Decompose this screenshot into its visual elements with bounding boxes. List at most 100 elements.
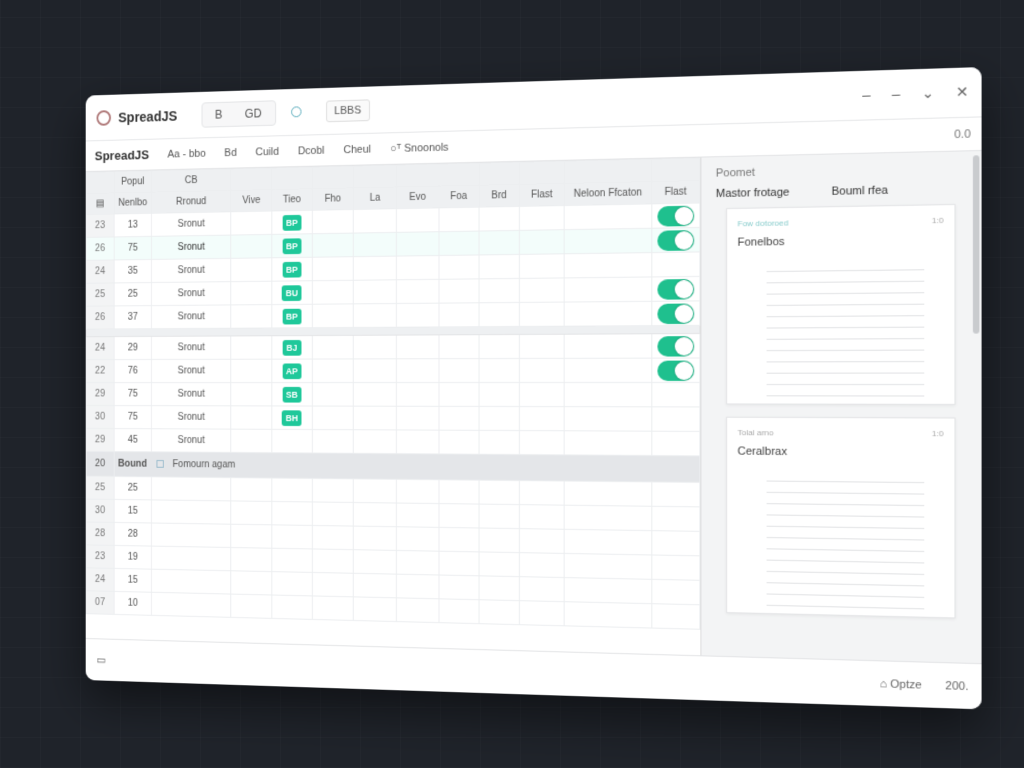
cell[interactable] bbox=[312, 280, 354, 305]
cell[interactable]: BJ bbox=[271, 335, 313, 360]
cell[interactable] bbox=[353, 335, 397, 359]
cell[interactable] bbox=[478, 334, 520, 359]
cell[interactable] bbox=[353, 406, 397, 430]
cell[interactable]: BP bbox=[271, 210, 313, 235]
cell[interactable] bbox=[478, 527, 520, 553]
cell[interactable] bbox=[478, 599, 520, 625]
cell[interactable] bbox=[396, 503, 439, 528]
cell[interactable]: Sronut bbox=[151, 304, 232, 329]
cell[interactable] bbox=[478, 551, 520, 577]
scrollbar[interactable] bbox=[972, 155, 980, 334]
row-number[interactable]: 25 bbox=[86, 282, 115, 307]
cell[interactable] bbox=[564, 505, 652, 531]
toggle-switch[interactable] bbox=[657, 302, 694, 324]
cell[interactable] bbox=[353, 478, 397, 504]
cell[interactable] bbox=[564, 333, 652, 359]
cell[interactable] bbox=[271, 429, 313, 454]
cell[interactable] bbox=[312, 382, 354, 407]
cell[interactable] bbox=[651, 579, 700, 605]
cell[interactable] bbox=[271, 594, 313, 620]
cell[interactable]: Sronut bbox=[151, 211, 232, 237]
menu-item[interactable]: Dcobl bbox=[297, 144, 325, 157]
cell[interactable] bbox=[151, 522, 232, 548]
column-header[interactable]: Flast bbox=[651, 180, 700, 204]
cell[interactable] bbox=[353, 256, 397, 281]
cell[interactable] bbox=[478, 382, 520, 407]
minimize-icon[interactable]: – bbox=[862, 86, 871, 103]
column-header[interactable]: Foa bbox=[438, 185, 479, 208]
cell[interactable] bbox=[231, 257, 272, 282]
row-number[interactable]: 22 bbox=[86, 359, 115, 383]
cell[interactable] bbox=[478, 480, 520, 505]
cell[interactable]: 13 bbox=[114, 213, 152, 237]
cell[interactable] bbox=[519, 302, 565, 327]
cell[interactable] bbox=[478, 430, 520, 455]
cell[interactable] bbox=[564, 577, 652, 604]
cell[interactable] bbox=[438, 574, 479, 600]
cell[interactable] bbox=[519, 480, 565, 506]
cell[interactable] bbox=[651, 227, 700, 253]
cell[interactable] bbox=[651, 276, 700, 302]
cell[interactable] bbox=[396, 303, 439, 328]
cell[interactable] bbox=[353, 549, 397, 575]
table-row[interactable]: 30 75 Sronut BH bbox=[86, 405, 700, 432]
cell[interactable] bbox=[312, 572, 354, 597]
cell[interactable] bbox=[396, 255, 439, 280]
cell[interactable] bbox=[438, 406, 479, 431]
cell[interactable] bbox=[353, 303, 397, 328]
cell[interactable]: SB bbox=[271, 382, 313, 407]
cell[interactable] bbox=[519, 504, 565, 530]
option-button[interactable]: ⌂ Optze bbox=[880, 677, 922, 691]
row-number[interactable]: 24 bbox=[86, 336, 115, 360]
search-icon[interactable] bbox=[290, 106, 302, 118]
cell[interactable] bbox=[271, 571, 313, 596]
cell[interactable] bbox=[353, 208, 397, 234]
cell[interactable] bbox=[396, 231, 439, 257]
row-number[interactable]: 26 bbox=[86, 305, 115, 330]
cell[interactable]: 28 bbox=[114, 522, 152, 547]
cell[interactable] bbox=[396, 574, 439, 599]
row-number[interactable]: 26 bbox=[86, 236, 115, 261]
toolbar-button-gd[interactable]: GD bbox=[244, 106, 262, 121]
cell[interactable] bbox=[564, 406, 652, 432]
cell[interactable] bbox=[519, 253, 565, 279]
cell[interactable] bbox=[312, 525, 354, 550]
cell[interactable] bbox=[231, 211, 272, 236]
cell[interactable] bbox=[478, 302, 520, 327]
cell[interactable]: 10 bbox=[114, 591, 152, 616]
cell[interactable] bbox=[438, 302, 479, 327]
cell[interactable] bbox=[564, 358, 652, 383]
cell[interactable] bbox=[231, 359, 272, 383]
menu-item[interactable]: Aa - bbo bbox=[167, 147, 206, 160]
toolbar-button[interactable]: LBBS bbox=[325, 98, 370, 122]
cell[interactable]: 15 bbox=[114, 568, 152, 593]
row-number[interactable]: 24 bbox=[86, 567, 115, 592]
row-number[interactable]: 20 bbox=[86, 451, 115, 477]
row-number[interactable]: 23 bbox=[86, 213, 115, 238]
cell[interactable] bbox=[312, 209, 354, 234]
row-number[interactable]: 30 bbox=[86, 405, 115, 429]
cell[interactable] bbox=[312, 256, 354, 281]
cell[interactable] bbox=[231, 281, 272, 305]
column-header[interactable]: ▤ bbox=[86, 192, 115, 215]
cell[interactable] bbox=[231, 382, 272, 406]
cell[interactable] bbox=[396, 334, 439, 359]
checkbox[interactable] bbox=[156, 460, 164, 469]
cell[interactable] bbox=[438, 503, 479, 528]
cell[interactable] bbox=[651, 481, 700, 507]
cell[interactable] bbox=[651, 333, 700, 359]
cell[interactable] bbox=[438, 334, 479, 359]
cell[interactable] bbox=[564, 301, 652, 327]
panel-tab[interactable]: Bouml rfea bbox=[831, 184, 888, 198]
cell[interactable]: BU bbox=[271, 280, 313, 305]
cell[interactable] bbox=[564, 382, 652, 407]
cell[interactable] bbox=[564, 529, 652, 555]
cell[interactable]: 25 bbox=[114, 476, 152, 500]
cell[interactable] bbox=[151, 569, 232, 595]
cell[interactable] bbox=[312, 358, 354, 383]
cell[interactable] bbox=[353, 502, 397, 527]
panel-tab[interactable]: Mastor frotage bbox=[715, 186, 790, 201]
cell[interactable] bbox=[312, 501, 354, 527]
row-number[interactable]: 23 bbox=[86, 544, 115, 569]
cell[interactable] bbox=[438, 207, 479, 232]
